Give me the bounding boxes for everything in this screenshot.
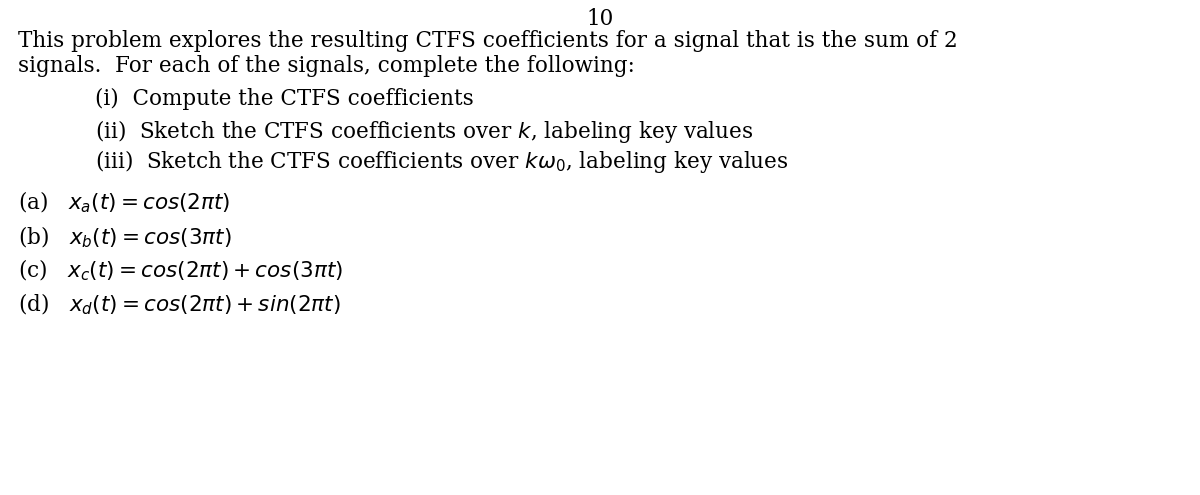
Text: (b)   $x_b(t) = cos(3\pi t)$: (b) $x_b(t) = cos(3\pi t)$	[18, 225, 232, 250]
Text: (i)  Compute the CTFS coefficients: (i) Compute the CTFS coefficients	[95, 88, 474, 110]
Text: (ii)  Sketch the CTFS coefficients over $k$, labeling key values: (ii) Sketch the CTFS coefficients over $…	[95, 118, 754, 145]
Text: (a)   $x_a(t) = cos(2\pi t)$: (a) $x_a(t) = cos(2\pi t)$	[18, 190, 230, 215]
Text: (c)   $x_c(t) = cos(2\pi t) + cos(3\pi t)$: (c) $x_c(t) = cos(2\pi t) + cos(3\pi t)$	[18, 258, 343, 283]
Text: signals.  For each of the signals, complete the following:: signals. For each of the signals, comple…	[18, 55, 635, 77]
Text: This problem explores the resulting CTFS coefficients for a signal that is the s: This problem explores the resulting CTFS…	[18, 30, 958, 52]
Text: (iii)  Sketch the CTFS coefficients over $k\omega_0$, labeling key values: (iii) Sketch the CTFS coefficients over …	[95, 148, 788, 175]
Text: 10: 10	[587, 8, 613, 30]
Text: (d)   $x_d(t) = cos(2\pi t) + sin(2\pi t)$: (d) $x_d(t) = cos(2\pi t) + sin(2\pi t)$	[18, 292, 341, 317]
